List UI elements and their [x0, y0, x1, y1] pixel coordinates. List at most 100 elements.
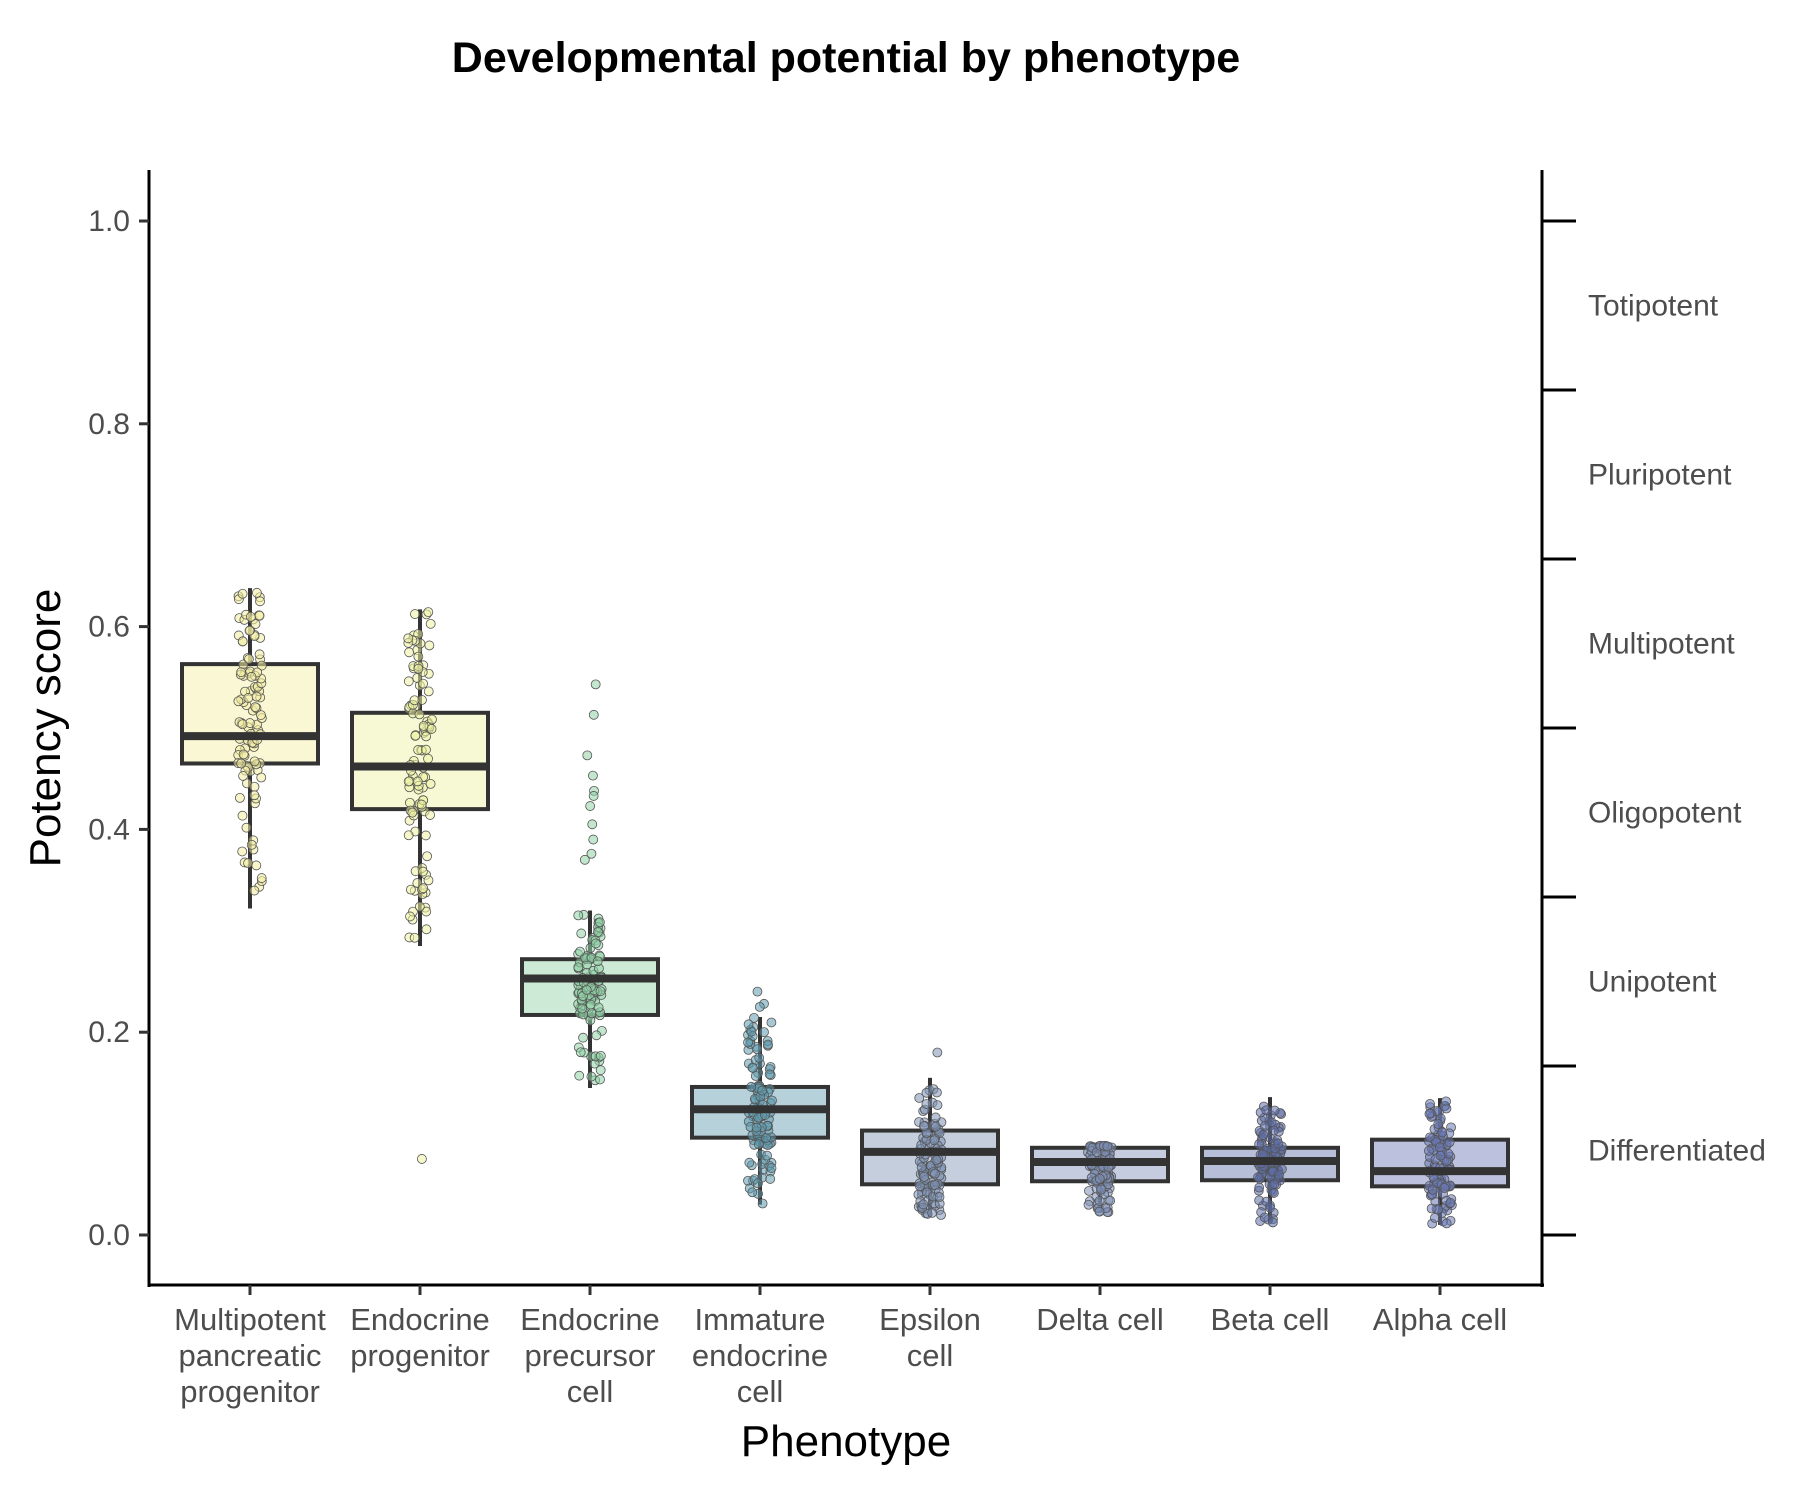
- data-point: [578, 1032, 588, 1043]
- data-point: [238, 771, 248, 781]
- data-point: [237, 588, 248, 599]
- data-point: [237, 810, 248, 821]
- data-point: [1274, 1169, 1284, 1180]
- data-point: [418, 883, 429, 894]
- data-point: [405, 911, 415, 922]
- data-point: [423, 686, 434, 697]
- x-tick-label: cell: [737, 1374, 784, 1409]
- data-point: [1441, 1103, 1452, 1114]
- x-tick-label: cell: [907, 1338, 954, 1373]
- data-point: [594, 917, 605, 928]
- data-point: [936, 1210, 946, 1220]
- data-point: [1434, 1142, 1445, 1153]
- data-point: [1268, 1125, 1279, 1136]
- y-tick-label: 0.6: [88, 611, 130, 644]
- data-point: [593, 927, 603, 938]
- data-point: [423, 753, 433, 764]
- data-point: [1254, 1182, 1265, 1193]
- data-point: [403, 776, 414, 787]
- data-point: [743, 1019, 754, 1030]
- data-point: [409, 695, 420, 706]
- outlier-point: [416, 1154, 427, 1164]
- data-point: [1437, 1127, 1448, 1138]
- data-point: [405, 884, 416, 895]
- data-point: [1096, 1184, 1107, 1195]
- data-point: [929, 1180, 940, 1190]
- data-point: [595, 1065, 606, 1076]
- x-tick-label: precursor: [525, 1338, 656, 1373]
- x-tick-label: Endocrine: [350, 1302, 490, 1337]
- data-point: [251, 691, 262, 702]
- data-point: [1094, 1206, 1105, 1217]
- data-point: [1424, 1108, 1435, 1119]
- x-tick-label: Delta cell: [1036, 1302, 1164, 1337]
- x-tick-label: Beta cell: [1211, 1302, 1330, 1337]
- data-point: [751, 1122, 762, 1133]
- data-point: [413, 651, 424, 662]
- y-tick-label: 1.0: [88, 205, 130, 238]
- data-point: [744, 1157, 755, 1168]
- data-point: [757, 1085, 768, 1096]
- data-point: [914, 1181, 925, 1192]
- outlier-point: [588, 770, 598, 781]
- data-point: [256, 660, 267, 671]
- data-point: [236, 667, 247, 678]
- potency-band-label: Oligopotent: [1588, 797, 1742, 830]
- y-tick-label: 0.0: [88, 1219, 130, 1252]
- data-point: [746, 1081, 757, 1092]
- data-point: [932, 1087, 942, 1098]
- data-point: [575, 1047, 586, 1058]
- x-tick-label: pancreatic: [178, 1338, 321, 1373]
- data-point: [593, 1002, 604, 1013]
- data-point: [425, 810, 435, 820]
- data-point: [1261, 1105, 1272, 1116]
- data-point: [1094, 1196, 1105, 1206]
- outlier-point: [752, 986, 763, 997]
- data-point: [420, 830, 431, 841]
- data-point: [251, 860, 262, 871]
- data-point: [1268, 1188, 1279, 1198]
- data-point: [914, 1093, 925, 1103]
- data-point: [595, 1074, 605, 1085]
- data-point: [1102, 1141, 1113, 1152]
- data-point: [1424, 1145, 1434, 1156]
- data-point: [767, 1095, 777, 1106]
- data-point: [407, 807, 418, 818]
- data-point: [595, 1050, 606, 1061]
- data-point: [244, 625, 255, 636]
- outlier-point: [588, 709, 599, 720]
- data-point: [238, 749, 249, 760]
- data-point: [237, 636, 248, 647]
- x-tick-label: progenitor: [350, 1338, 490, 1373]
- data-point: [592, 956, 603, 967]
- potency-band-label: Unipotent: [1588, 966, 1717, 999]
- data-point: [256, 873, 267, 883]
- data-point: [421, 744, 431, 755]
- data-point: [1254, 1139, 1265, 1150]
- data-point: [921, 1099, 932, 1109]
- data-point: [743, 1037, 753, 1048]
- data-point: [916, 1162, 927, 1173]
- data-point: [577, 1003, 588, 1014]
- data-point: [425, 778, 436, 789]
- data-point: [423, 607, 434, 618]
- data-point: [1427, 1184, 1438, 1195]
- data-point: [251, 587, 262, 598]
- data-point: [934, 1192, 945, 1202]
- data-point: [1083, 1199, 1094, 1210]
- y-axis-title: Potency score: [21, 589, 70, 868]
- outlier-point: [590, 679, 601, 690]
- data-point: [761, 1133, 771, 1143]
- data-point: [427, 714, 437, 725]
- data-point: [421, 906, 432, 917]
- x-tick-label: Epsilon: [879, 1302, 981, 1337]
- data-point: [931, 1155, 942, 1166]
- data-point: [763, 1039, 773, 1050]
- data-point: [575, 946, 585, 957]
- data-point: [418, 866, 428, 877]
- data-point: [1258, 1130, 1269, 1140]
- data-point: [249, 790, 260, 801]
- data-point: [245, 611, 256, 622]
- data-point: [586, 1071, 597, 1082]
